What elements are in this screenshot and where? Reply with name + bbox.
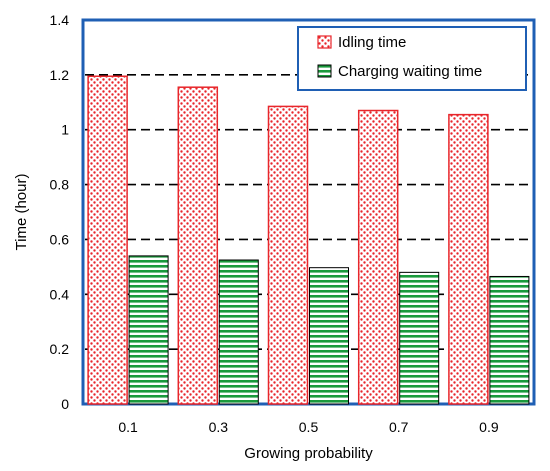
legend: Idling time Charging waiting time: [297, 26, 527, 91]
bar-charging-waiting-time: [399, 271, 440, 405]
y-tick-label: 0.8: [50, 177, 70, 193]
y-axis-title: Time (hour): [13, 174, 30, 251]
legend-swatch-charging: [317, 64, 332, 78]
x-axis-title: Growing probability: [244, 445, 373, 462]
y-tick-label: 0.2: [50, 341, 70, 357]
x-tick-label: 0.3: [209, 419, 229, 435]
x-tick-label: 0.1: [118, 419, 138, 435]
legend-label-idling: Idling time: [338, 34, 406, 51]
bars: [87, 75, 530, 405]
bar-charging-waiting-time: [489, 275, 530, 405]
bar-idling-time: [448, 113, 489, 405]
legend-swatch-idling: [317, 35, 332, 49]
bar-charging-waiting-time: [128, 255, 169, 405]
bar-idling-time: [177, 86, 219, 405]
x-tick-label: 0.5: [299, 419, 319, 435]
tick-labels: 0 0.2 0.4 0.6 0.8 1 1.2 1.4 0.1 0.3 0.5 0.7 0.9: [50, 12, 499, 435]
bar-idling-time: [87, 75, 128, 405]
y-tick-label: 0.4: [50, 286, 70, 302]
y-tick-label: 0.6: [50, 231, 70, 247]
y-tick-label: 1: [61, 122, 69, 138]
bar-idling-time: [357, 109, 399, 405]
legend-label-charging: Charging waiting time: [338, 63, 482, 80]
y-tick-label: 0: [61, 396, 69, 412]
y-tick-label: 1.2: [50, 67, 70, 83]
x-tick-label: 0.7: [389, 419, 409, 435]
bar-charging-waiting-time: [218, 259, 259, 405]
bar-idling-time: [267, 105, 309, 405]
y-tick-label: 1.4: [50, 12, 70, 28]
x-tick-label: 0.9: [479, 419, 499, 435]
bar-charging-waiting-time: [309, 267, 349, 405]
legend-box: [297, 26, 527, 91]
